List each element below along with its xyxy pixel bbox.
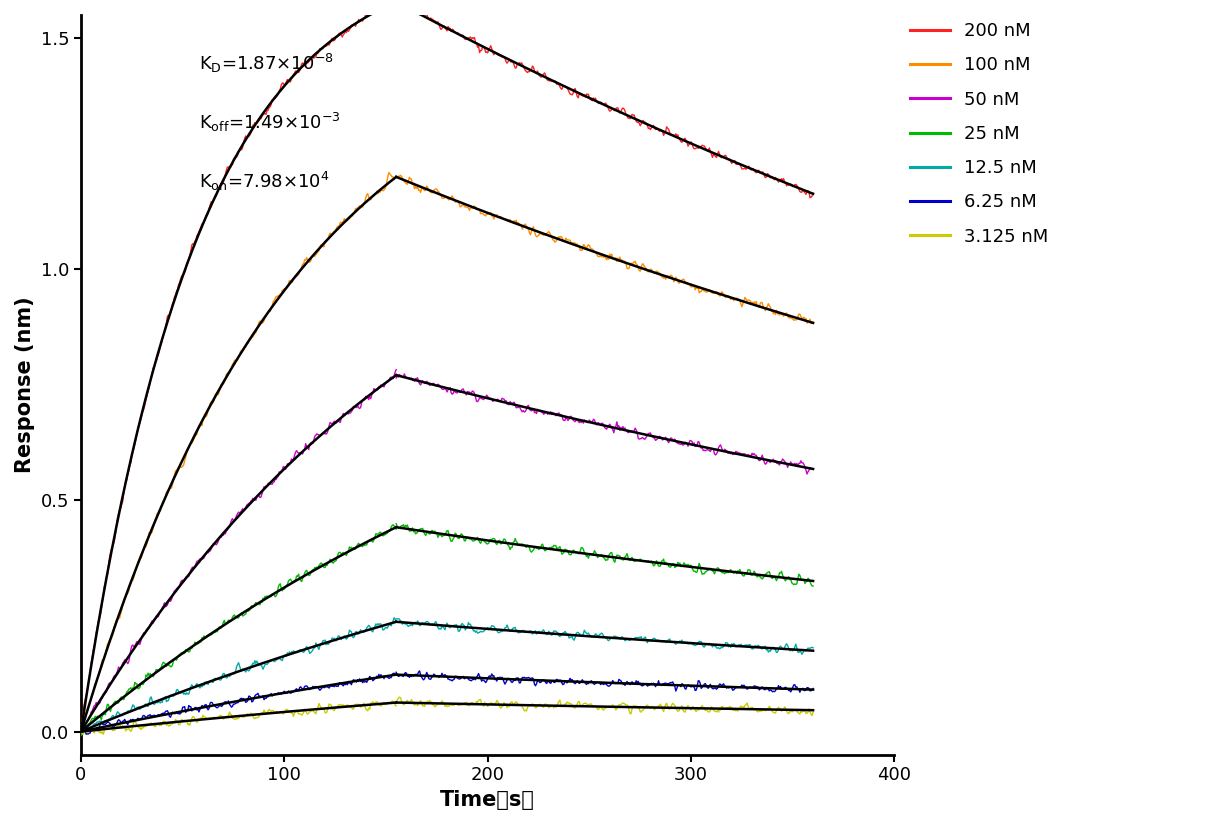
X-axis label: Time（s）: Time（s） bbox=[440, 790, 535, 810]
Text: $\mathrm{K_{on}}$=7.98×10$^{4}$: $\mathrm{K_{on}}$=7.98×10$^{4}$ bbox=[198, 170, 330, 193]
Text: $\mathrm{K_D}$=1.87×10$^{-8}$: $\mathrm{K_D}$=1.87×10$^{-8}$ bbox=[198, 52, 334, 75]
Legend: 200 nM, 100 nM, 50 nM, 25 nM, 12.5 nM, 6.25 nM, 3.125 nM: 200 nM, 100 nM, 50 nM, 25 nM, 12.5 nM, 6… bbox=[903, 15, 1056, 253]
Text: $\mathrm{K_{off}}$=1.49×10$^{-3}$: $\mathrm{K_{off}}$=1.49×10$^{-3}$ bbox=[198, 111, 341, 134]
Y-axis label: Response (nm): Response (nm) bbox=[15, 296, 34, 473]
